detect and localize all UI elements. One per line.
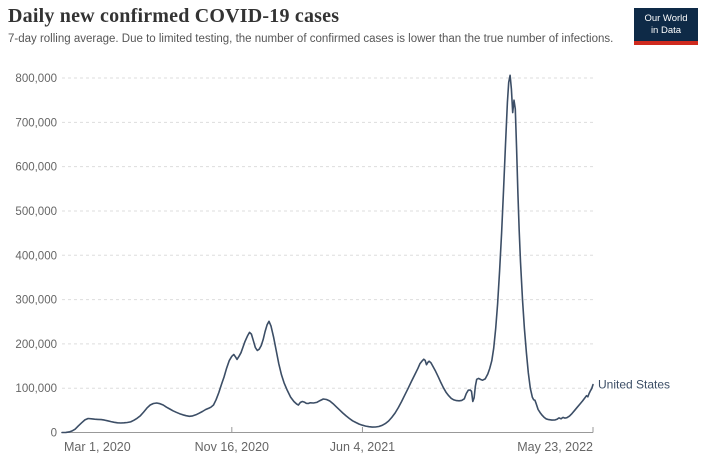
y-tick-label: 200,000 <box>15 339 57 351</box>
y-tick-label: 0 <box>51 428 57 440</box>
owid-logo-line2: in Data <box>650 24 682 36</box>
series-end-label: United States <box>598 378 670 392</box>
x-tick-label: May 23, 2022 <box>517 440 593 454</box>
x-tick-label: Nov 16, 2020 <box>195 440 269 454</box>
y-tick-label: 700,000 <box>15 117 57 129</box>
y-tick-label: 800,000 <box>15 73 57 85</box>
y-tick-label: 100,000 <box>15 383 57 395</box>
page-title: Daily new confirmed COVID-19 cases <box>8 5 340 27</box>
y-tick-label: 300,000 <box>15 295 57 307</box>
y-tick-label: 600,000 <box>15 162 57 174</box>
y-tick-label: 400,000 <box>15 250 57 262</box>
chart-header: Daily new confirmed COVID-19 cases 7-day… <box>8 5 628 47</box>
y-tick-label: 500,000 <box>15 206 57 218</box>
owid-logo[interactable]: Our World in Data <box>634 8 698 45</box>
x-tick-label: Mar 1, 2020 <box>64 440 131 454</box>
owid-logo-line1: Our World <box>644 13 688 24</box>
series-line <box>61 74 594 434</box>
x-tick-label: Jun 4, 2021 <box>330 440 395 454</box>
chart-subtitle: 7-day rolling average. Due to limited te… <box>8 33 614 45</box>
